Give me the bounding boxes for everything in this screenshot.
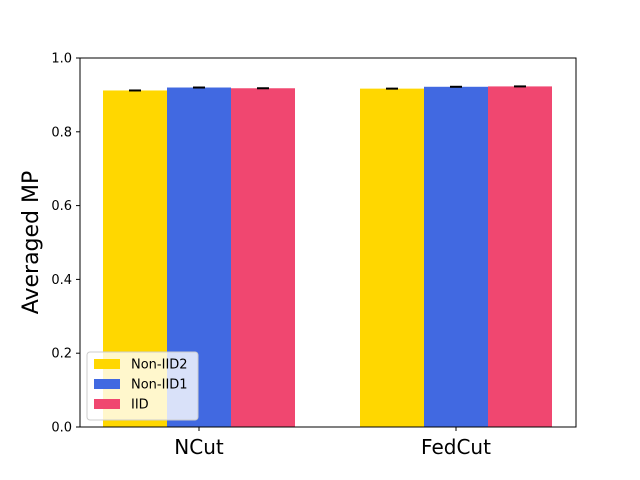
plot-area-frame bbox=[79, 57, 577, 428]
legend-label-iid: IID bbox=[131, 398, 149, 413]
errorbars-group bbox=[129, 85, 526, 92]
y-tick-label: 1.0 bbox=[51, 52, 72, 67]
bars-group bbox=[103, 86, 552, 428]
y-axis: 0.0 0.2 0.4 0.6 0.8 1.0 bbox=[51, 52, 80, 436]
y-tick-label: 0.4 bbox=[51, 273, 72, 288]
y-tick-label: 0.6 bbox=[51, 199, 72, 214]
legend-swatch-iid bbox=[94, 399, 120, 409]
x-axis: NCut FedCut bbox=[174, 427, 491, 459]
legend-swatch-non-iid1 bbox=[94, 379, 120, 389]
legend-label-non-iid1: Non-IID1 bbox=[131, 378, 188, 393]
bar-non-iid2-fedcut bbox=[360, 88, 424, 427]
bar-iid-ncut bbox=[231, 88, 295, 428]
bar-non-iid1-fedcut bbox=[424, 86, 488, 428]
legend: Non-IID2 Non-IID1 IID bbox=[86, 351, 199, 421]
y-tick-label: 0.0 bbox=[51, 421, 72, 436]
y-tick-label: 0.8 bbox=[51, 125, 72, 140]
y-tick-label: 0.2 bbox=[51, 347, 72, 362]
bar-iid-fedcut bbox=[488, 86, 552, 428]
x-category-label: NCut bbox=[174, 435, 224, 459]
legend-swatch-non-iid2 bbox=[94, 359, 120, 369]
x-category-label: FedCut bbox=[421, 435, 491, 459]
legend-label-non-iid2: Non-IID2 bbox=[131, 358, 188, 373]
y-axis-title: Averaged MP bbox=[19, 171, 44, 315]
